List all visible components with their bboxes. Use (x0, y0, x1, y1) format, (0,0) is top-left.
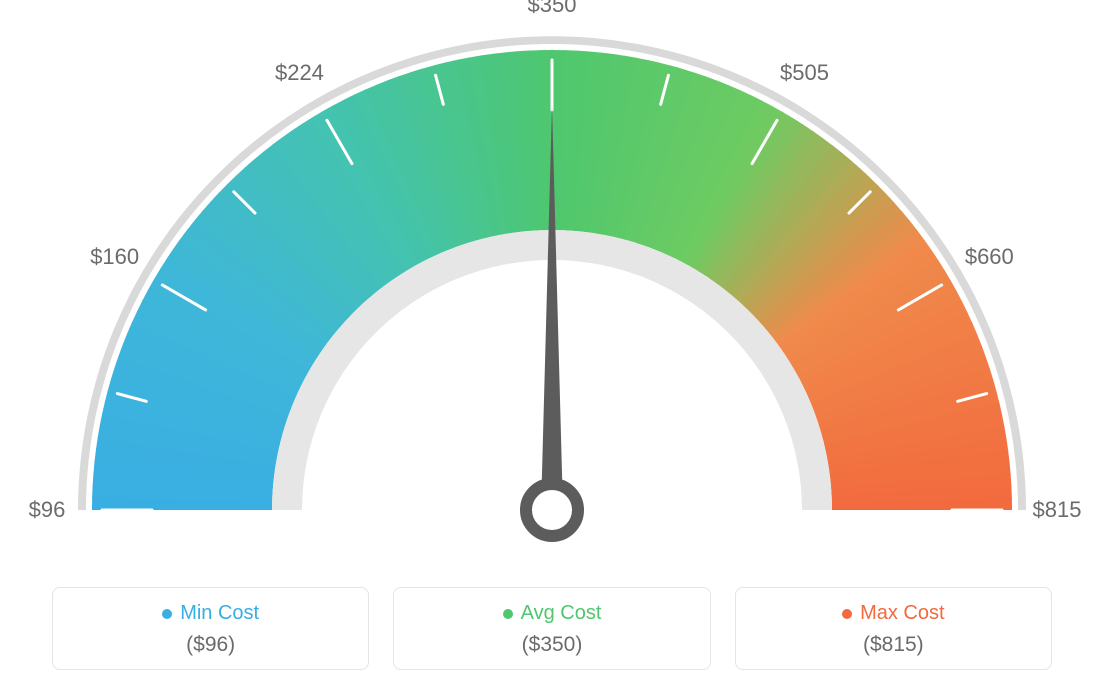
legend-dot-max (842, 609, 852, 619)
legend-title-min: Min Cost (53, 602, 368, 625)
gauge-tick-label: $160 (90, 244, 139, 270)
legend-value-min: ($96) (53, 633, 368, 657)
gauge-tick-label: $660 (965, 244, 1014, 270)
legend-card-max: Max Cost ($815) (735, 587, 1052, 670)
gauge-tick-label: $96 (29, 497, 66, 523)
legend-card-avg: Avg Cost ($350) (393, 587, 710, 670)
gauge-chart: $96 $160 $224 $350 $505 $660 $815 (0, 0, 1104, 570)
legend-title-avg: Avg Cost (394, 602, 709, 625)
legend-value-max: ($815) (736, 633, 1051, 657)
gauge-tick-label: $350 (528, 0, 577, 18)
legend-title-max: Max Cost (736, 602, 1051, 625)
legend-title-max-text: Max Cost (860, 602, 944, 625)
legend-row: Min Cost ($96) Avg Cost ($350) Max Cost … (0, 587, 1104, 670)
legend-dot-min (162, 609, 172, 619)
legend-card-min: Min Cost ($96) (52, 587, 369, 670)
gauge-tick-label: $815 (1033, 497, 1082, 523)
legend-title-avg-text: Avg Cost (521, 602, 602, 625)
gauge-tick-label: $505 (780, 60, 829, 86)
legend-value-avg: ($350) (394, 633, 709, 657)
cost-gauge-container: $96 $160 $224 $350 $505 $660 $815 Min Cost ($9… (0, 0, 1104, 690)
legend-title-min-text: Min Cost (180, 602, 259, 625)
gauge-tick-label: $224 (275, 60, 324, 86)
legend-dot-avg (503, 609, 513, 619)
